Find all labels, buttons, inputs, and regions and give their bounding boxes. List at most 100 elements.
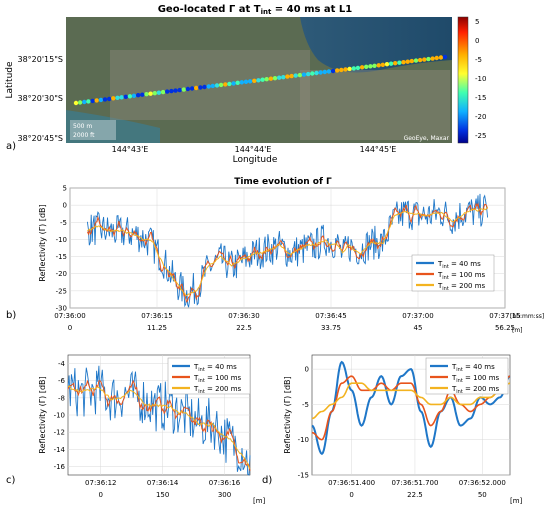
track-point bbox=[152, 91, 157, 96]
ytick-label: -30 bbox=[56, 305, 67, 313]
panel-label-c: c) bbox=[6, 475, 15, 486]
track-point bbox=[384, 61, 390, 67]
track-point bbox=[417, 57, 423, 63]
track-point bbox=[306, 71, 311, 77]
track-point bbox=[86, 99, 91, 104]
xtick-m-label: 56.25 bbox=[495, 324, 515, 332]
colorbar-tick-6: -20 bbox=[475, 113, 486, 121]
track-point bbox=[426, 56, 431, 62]
track-point bbox=[206, 84, 211, 89]
panel-label-b: b) bbox=[6, 310, 16, 321]
track-point bbox=[148, 91, 153, 96]
colorbar-tick-7: -25 bbox=[475, 132, 486, 140]
chart-c-ylabel: Reflectivity (Γ) [dB] bbox=[38, 376, 47, 453]
track-point bbox=[359, 65, 365, 70]
map-ytick-3: 38°20'45"S bbox=[18, 134, 64, 143]
xtick-label: 07:36:51.700 bbox=[391, 479, 438, 487]
ytick-label: 0 bbox=[305, 366, 309, 374]
track-point bbox=[198, 85, 203, 90]
xtick-m-label: 33.75 bbox=[321, 324, 341, 332]
track-point bbox=[314, 70, 319, 76]
xtick-m-label: 11.25 bbox=[147, 324, 167, 332]
legend-label: Tint = 200 ms bbox=[451, 385, 500, 395]
map-sea bbox=[300, 17, 452, 73]
xtick-label: 07:36:00 bbox=[54, 312, 85, 320]
legend-label: Tint = 200 ms bbox=[193, 385, 242, 395]
ytick-label: -14 bbox=[54, 446, 66, 454]
track-point bbox=[264, 77, 269, 82]
track-point bbox=[173, 88, 178, 93]
colorbar-tick-2: 0 bbox=[475, 37, 479, 45]
ytick-label: -16 bbox=[54, 463, 66, 471]
chart-b-title: Time evolution of Γ bbox=[234, 177, 332, 187]
track-point bbox=[202, 84, 207, 90]
track-point bbox=[277, 75, 282, 80]
map-xtick-1: 144°43'E bbox=[112, 145, 149, 154]
xtick-m-label: 22.5 bbox=[407, 491, 423, 499]
track-point bbox=[260, 77, 265, 82]
chart-d-ylabel: Reflectivity (Γ) [dB] bbox=[283, 376, 292, 453]
xtick-label: 07:36:51.400 bbox=[328, 479, 375, 487]
map-ylabel: Latitude bbox=[5, 61, 15, 99]
xtick-label: 07:36:45 bbox=[315, 312, 346, 320]
colorbar-tick-1: 5 bbox=[475, 18, 479, 26]
track-point bbox=[94, 98, 99, 103]
track-point bbox=[401, 60, 406, 65]
reflectivity-track bbox=[73, 54, 448, 106]
track-point bbox=[185, 86, 191, 92]
chart-b-ylabel: Reflectivity (Γ) [dB] bbox=[38, 204, 47, 281]
track-point bbox=[177, 87, 182, 93]
ytick-label: -10 bbox=[54, 412, 65, 420]
xtick-label: 07:37:15 bbox=[489, 312, 520, 320]
track-point bbox=[268, 76, 274, 81]
track-point bbox=[376, 63, 381, 68]
map-scale-box bbox=[70, 120, 116, 140]
xtick-m-label: 0 bbox=[99, 491, 103, 499]
map-ytick-1: 38°20'15"S bbox=[18, 55, 64, 64]
track-point bbox=[326, 69, 332, 74]
ytick-label: -5 bbox=[302, 401, 309, 409]
xtick-label: 07:36:12 bbox=[85, 479, 116, 487]
track-point bbox=[301, 72, 307, 77]
xtick-label: 07:36:30 bbox=[228, 312, 259, 320]
chart-c-xunit-m: [m] bbox=[253, 497, 266, 505]
track-point bbox=[372, 63, 377, 68]
legend-label: Tint = 40 ms bbox=[451, 363, 495, 373]
map-ytick-2: 38°20'30"S bbox=[18, 94, 64, 103]
panel-label-a: a) bbox=[6, 141, 16, 152]
track-point bbox=[227, 81, 232, 87]
ytick-label: -25 bbox=[56, 287, 67, 295]
series-line-yellow bbox=[311, 382, 511, 420]
track-point bbox=[434, 55, 439, 61]
chart-b-xunit-time: [hh:mm:ss] bbox=[510, 313, 544, 320]
track-point bbox=[98, 97, 104, 103]
xtick-label: 07:36:15 bbox=[141, 312, 172, 320]
track-point bbox=[115, 95, 120, 101]
map-xtick-3: 144°45'E bbox=[360, 145, 397, 154]
track-point bbox=[422, 57, 427, 62]
track-point bbox=[131, 93, 137, 99]
track-point bbox=[156, 90, 162, 95]
track-point bbox=[388, 61, 394, 66]
track-point bbox=[235, 80, 240, 86]
xtick-label: 07:37:00 bbox=[402, 312, 433, 320]
track-point bbox=[322, 69, 327, 75]
track-point bbox=[82, 99, 87, 105]
map-title: Geo-located Γ at Tint = 40 ms at L1 bbox=[158, 4, 353, 16]
track-point bbox=[247, 79, 253, 84]
series-line-orange bbox=[67, 379, 251, 471]
track-point bbox=[272, 76, 278, 81]
ytick-label: -15 bbox=[56, 253, 67, 261]
track-point bbox=[218, 82, 224, 88]
track-point bbox=[194, 85, 199, 91]
track-point bbox=[297, 72, 303, 78]
track-point bbox=[90, 98, 95, 104]
xtick-m-label: 150 bbox=[156, 491, 169, 499]
track-point bbox=[289, 73, 294, 79]
track-point bbox=[77, 100, 83, 105]
track-point bbox=[281, 75, 286, 80]
track-point bbox=[318, 70, 323, 75]
xtick-label: 07:36:52.000 bbox=[459, 479, 506, 487]
